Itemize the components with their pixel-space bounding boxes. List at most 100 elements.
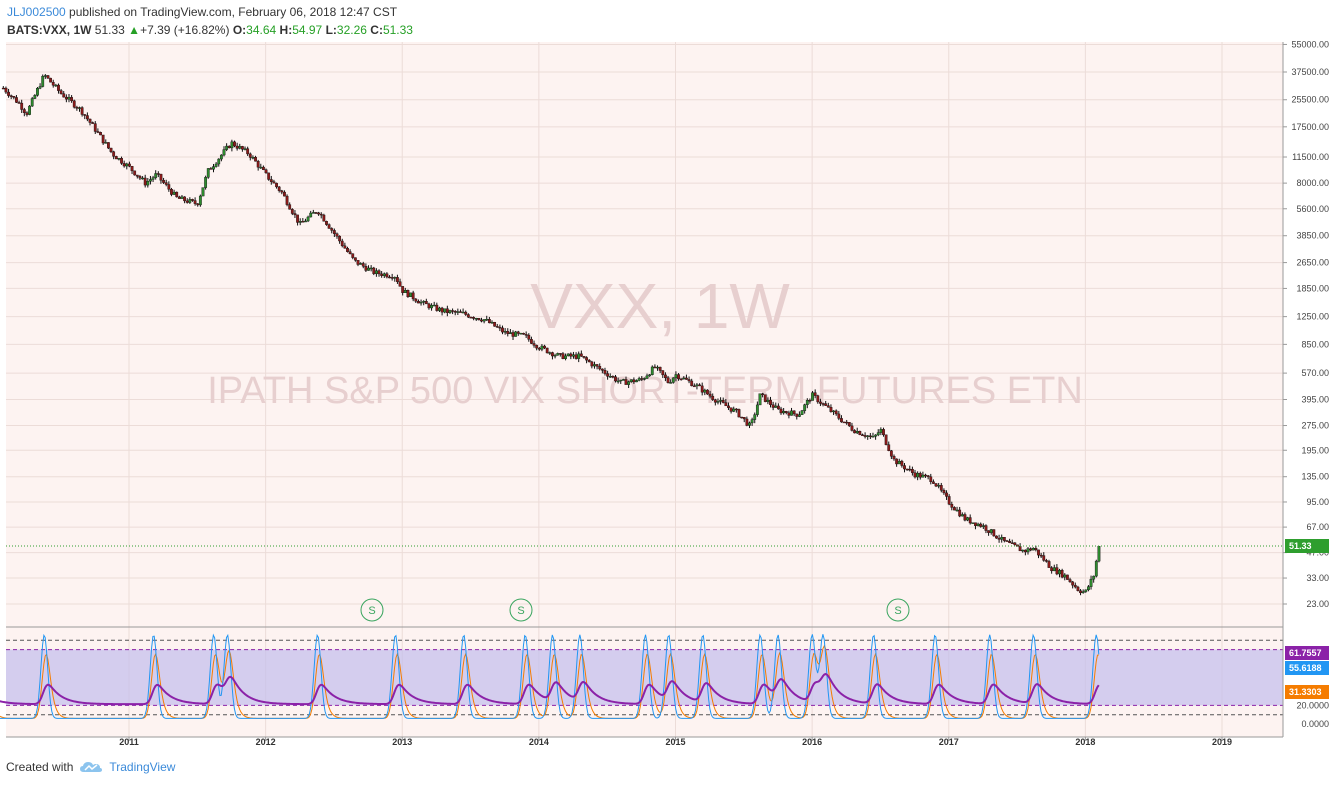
time-axis[interactable]: 2011 2012 2013 2014 2015 2016 2017 2018 2019 (119, 737, 1232, 747)
candle-up (790, 410, 793, 416)
time-tick-label: 2018 (1075, 737, 1095, 747)
candle-down (107, 142, 110, 149)
candle-down (417, 301, 420, 304)
high-value: 54.97 (292, 23, 323, 37)
candle-down (193, 200, 197, 204)
candle-down (322, 214, 326, 222)
candle-down (614, 376, 617, 382)
candle-down (845, 421, 849, 424)
candle-down (459, 311, 462, 313)
candle-down (109, 147, 113, 152)
candle-down (1010, 542, 1014, 544)
candle-down (558, 353, 562, 355)
price-chart[interactable]: VXX, 1W IPATH S&P 500 VIX SHORT-TERM FUT… (0, 38, 1342, 756)
candle-up (359, 263, 363, 265)
candle-up (800, 410, 804, 415)
candle-down (840, 418, 843, 423)
candle-down (493, 321, 497, 327)
candle-up (403, 290, 407, 293)
stoch-band (6, 649, 1283, 706)
candle-down (424, 301, 428, 305)
candle-down (12, 96, 16, 98)
candle-down (535, 345, 539, 349)
candle-down (595, 364, 599, 367)
candle-up (916, 473, 920, 478)
candle-down (687, 379, 691, 382)
candle-down (884, 434, 888, 445)
candle-down (958, 509, 962, 517)
candle-down (1029, 548, 1033, 551)
candle-down (435, 304, 439, 311)
candle-up (703, 389, 707, 393)
candle-up (508, 332, 512, 335)
rsi-value-badge-bg (1285, 646, 1329, 660)
candle-up (443, 308, 447, 313)
candle-up (695, 384, 699, 387)
last-price-badge-bg (1285, 539, 1329, 553)
candle-up (151, 177, 155, 180)
candle-up (782, 411, 786, 414)
price-axis[interactable]: 55000.00 37500.00 25500.00 17500.00 11500.00… (1283, 39, 1329, 609)
candle-up (309, 212, 313, 218)
candle-up (201, 187, 205, 197)
candle-down (1071, 581, 1075, 586)
candle-down (813, 392, 817, 396)
candle-up (669, 382, 673, 384)
candle-down (700, 385, 704, 393)
candle-down (516, 331, 520, 334)
candle-down (763, 394, 767, 402)
candle-up (1026, 548, 1030, 553)
candle-down (816, 395, 820, 403)
candle-up (619, 379, 623, 382)
candle-up (671, 377, 675, 383)
candle-up (298, 221, 302, 223)
candle-down (353, 257, 357, 261)
candle-up (503, 331, 507, 333)
candle-down (598, 366, 602, 370)
candle-up (716, 401, 720, 403)
candle-down (574, 354, 578, 359)
candle-up (766, 399, 770, 402)
indicator-tick-label: 20.0000 (1296, 700, 1329, 710)
candle-up (897, 460, 901, 465)
k-value-badge-bg (1285, 661, 1329, 675)
candle-down (661, 370, 665, 376)
candle-down (740, 416, 744, 419)
rsi-value-badge: 61.7557 (1289, 648, 1322, 658)
k-value-badge: 55.6188 (1289, 663, 1322, 673)
candle-down (895, 458, 899, 465)
price-tick-label: 33.00 (1306, 573, 1329, 583)
candle-up (382, 273, 386, 276)
candle-up (219, 154, 223, 160)
candle-up (28, 105, 31, 115)
candle-down (1073, 584, 1077, 588)
candle-down (372, 267, 376, 274)
candle-down (348, 251, 352, 254)
tradingview-link[interactable]: TradingView (109, 760, 176, 774)
candle-down (826, 405, 830, 408)
candle-down (590, 361, 594, 367)
candle-up (811, 392, 814, 401)
candle-up (146, 181, 150, 186)
candle-up (154, 173, 158, 178)
candle-down (685, 377, 688, 380)
candle-down (530, 339, 533, 344)
stoch-rsi-pane (0, 633, 1283, 719)
candle-down (135, 174, 139, 177)
candle-down (464, 311, 468, 315)
candle-down (892, 456, 896, 460)
candle-down (997, 537, 1001, 540)
candle-down (939, 485, 943, 491)
candle-down (191, 199, 194, 201)
candle-up (1000, 537, 1004, 540)
candle-up (748, 422, 751, 426)
candle-down (821, 403, 825, 405)
candle-down (1079, 590, 1082, 594)
candle-up (1081, 591, 1085, 594)
candle-up (855, 430, 859, 434)
author-link[interactable]: JLJ002500 (7, 5, 66, 19)
candle-down (887, 444, 891, 451)
candle-down (837, 413, 841, 419)
candle-down (908, 468, 912, 471)
candle-down (293, 213, 297, 216)
